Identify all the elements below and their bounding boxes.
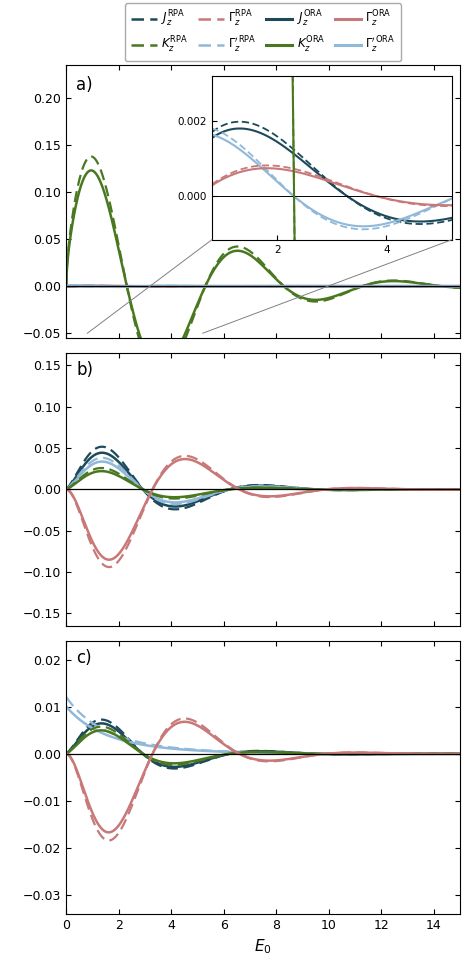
X-axis label: $E_0$: $E_0$ bbox=[254, 937, 272, 956]
Text: a): a) bbox=[76, 75, 93, 94]
Legend: $J_z^{\rm RPA}$, $K_z^{\rm RPA}$, $\Gamma_z^{\rm RPA}$, $\Gamma_z^{\prime\,\rm R: $J_z^{\rm RPA}$, $K_z^{\rm RPA}$, $\Gamm… bbox=[125, 3, 401, 61]
Text: c): c) bbox=[76, 649, 92, 667]
Text: b): b) bbox=[76, 361, 93, 379]
